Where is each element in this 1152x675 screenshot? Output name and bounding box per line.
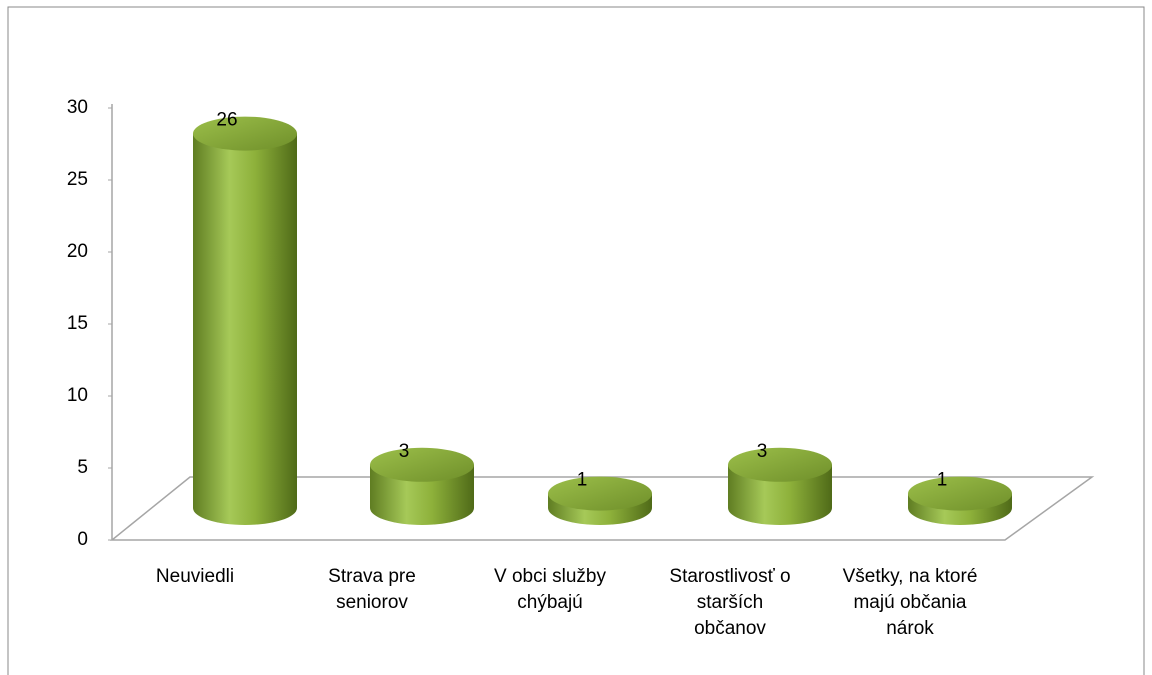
- value-label: 3: [399, 441, 410, 462]
- y-tick-label: 25: [67, 169, 88, 190]
- y-tick-label: 30: [67, 97, 88, 118]
- cylinder-top: [548, 476, 652, 511]
- cylinder-body: [193, 133, 297, 508]
- cylinder-top: [728, 447, 832, 482]
- floor: [109, 476, 1095, 541]
- x-tick-label: Starostlivosť o starších občanov: [669, 566, 791, 639]
- value-label: 26: [216, 110, 237, 131]
- cylinder-top: [370, 447, 474, 482]
- x-tick-label: Strava pre seniorov: [328, 566, 416, 613]
- y-tick-label: 20: [67, 241, 88, 262]
- value-label: 1: [577, 470, 588, 491]
- y-tick-label: 5: [77, 457, 88, 478]
- y-tick-label: 10: [67, 385, 88, 406]
- value-label: 3: [757, 441, 768, 462]
- x-tick-label: Všetky, na ktoré majú občania nárok: [842, 566, 978, 639]
- x-tick-label: V obci služby chýbajú: [494, 566, 606, 613]
- y-tick-label: 0: [77, 529, 88, 550]
- value-label: 1: [937, 470, 948, 491]
- y-tick-label: 15: [67, 313, 88, 334]
- x-tick-label: Neuviedli: [155, 566, 235, 587]
- cylinder-top: [908, 476, 1012, 511]
- chart-border: [7, 6, 1145, 675]
- cylinder-top: [193, 116, 297, 151]
